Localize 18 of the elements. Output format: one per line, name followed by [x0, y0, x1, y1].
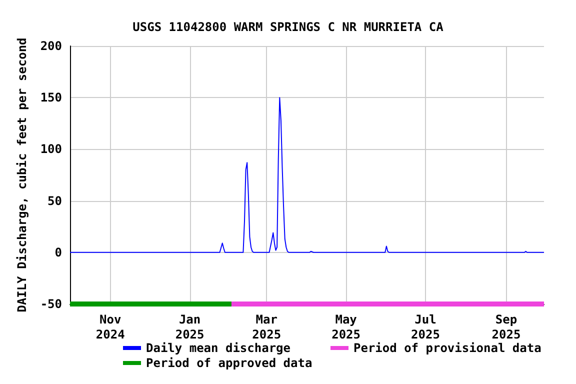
y-tick-label: -50	[40, 297, 62, 311]
y-tick-label: 0	[54, 245, 62, 260]
x-tick-label: Sep 2025	[492, 312, 521, 342]
x-tick-label: Jul 2025	[411, 312, 440, 342]
x-tick-label: Nov 2024	[96, 312, 125, 342]
legend-label: Daily mean discharge	[146, 341, 290, 355]
legend-label: Period of approved data	[146, 356, 312, 370]
x-tick-label: May 2025	[332, 312, 361, 342]
legend-label: Period of provisional data	[353, 341, 542, 355]
y-axis-title: DAILY Discharge, cubic feet per second	[15, 38, 29, 312]
line-series	[70, 97, 544, 253]
y-tick-label: 50	[48, 194, 62, 208]
y-tick-label: 100	[40, 142, 62, 156]
y-tick-label: 200	[40, 39, 62, 53]
chart-title: USGS 11042800 WARM SPRINGS C NR MURRIETA CA	[132, 20, 444, 34]
y-tick-label: 150	[40, 90, 62, 105]
x-tick-label: Jan 2025	[175, 312, 204, 342]
x-tick-label: Mar 2025	[252, 312, 282, 342]
